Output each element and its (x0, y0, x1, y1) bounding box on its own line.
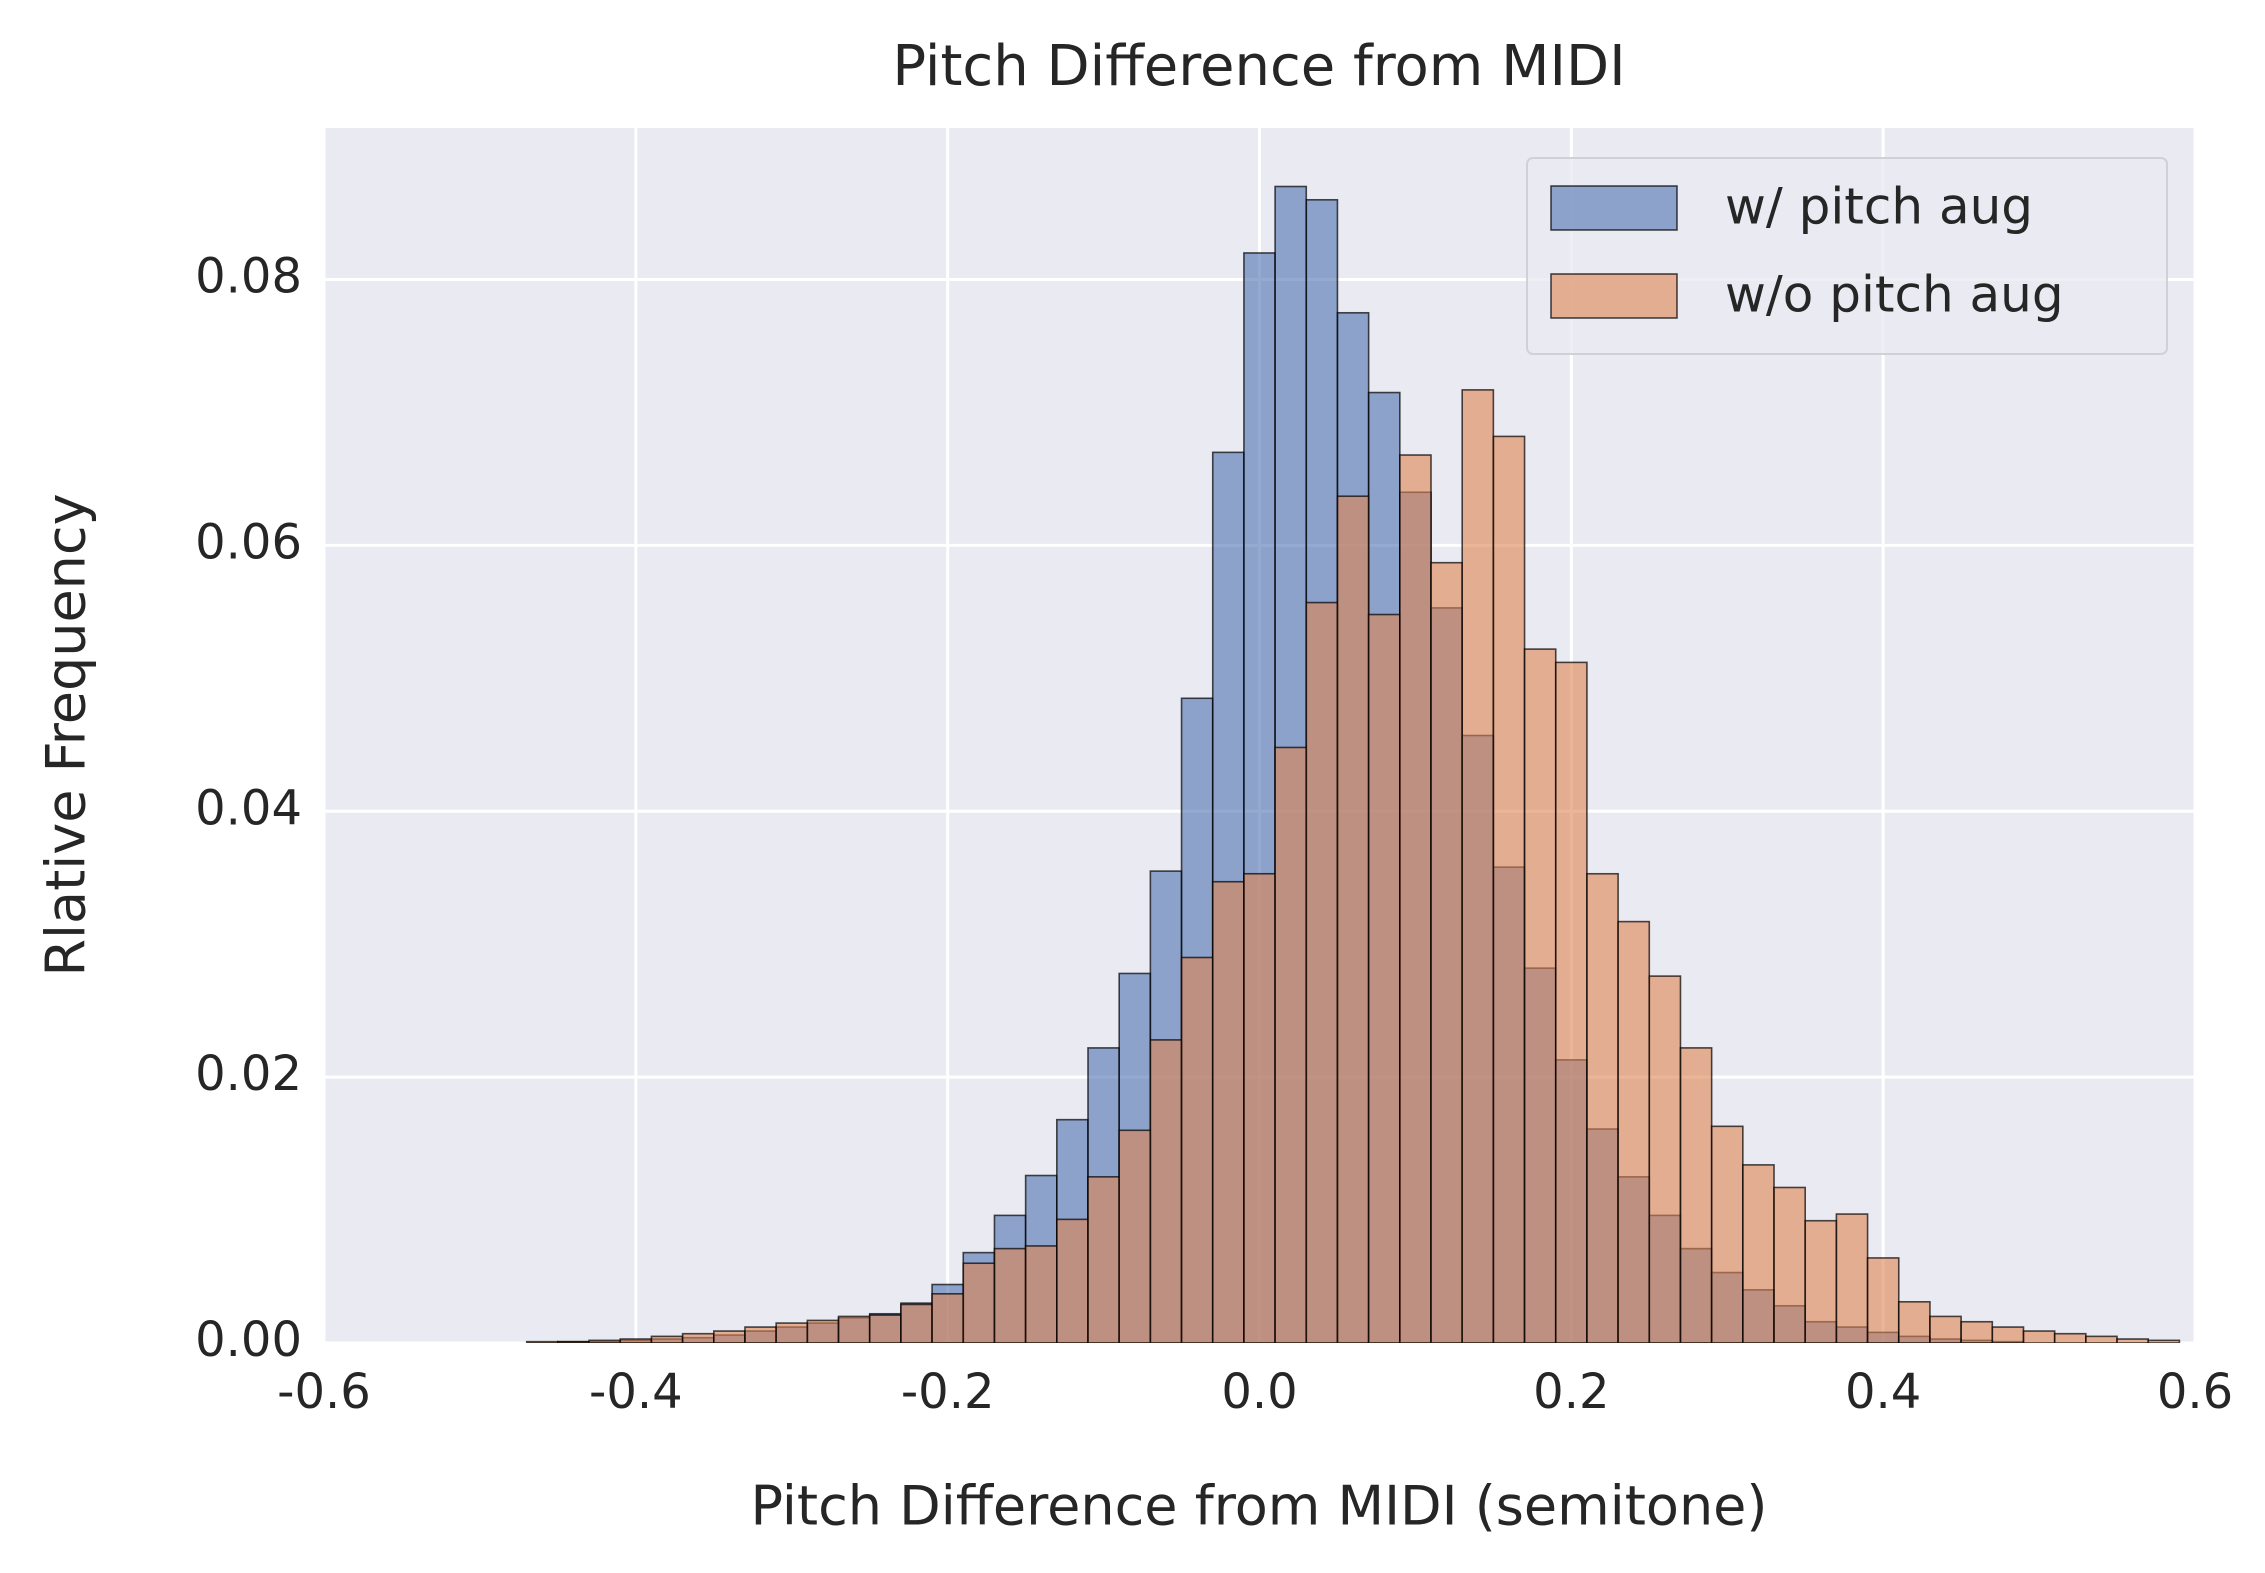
legend-swatch (1550, 185, 1678, 231)
bar (1399, 454, 1432, 1343)
bar (1367, 613, 1401, 1343)
x-tick-label: 0.4 (1845, 1364, 1921, 1420)
bar (962, 1262, 996, 1343)
x-tick-label: -0.6 (277, 1364, 371, 1420)
bar (2022, 1330, 2056, 1343)
bar (2053, 1332, 2087, 1343)
bar (525, 1340, 559, 1343)
y-tick-label: 0.04 (195, 780, 302, 836)
bar (1118, 1129, 1152, 1343)
bar (931, 1293, 965, 1343)
bar (2085, 1335, 2118, 1343)
bar (900, 1303, 933, 1343)
bar (1274, 746, 1308, 1343)
bar (1336, 495, 1370, 1343)
bar (837, 1315, 871, 1343)
bar (712, 1330, 746, 1343)
bar (619, 1338, 653, 1343)
bars (525, 185, 2181, 1343)
bar (868, 1314, 902, 1343)
bar (681, 1332, 715, 1343)
bar (1554, 661, 1588, 1343)
bar (806, 1319, 840, 1343)
bar (1710, 1125, 1744, 1343)
bar (1024, 1245, 1058, 1343)
bar (2147, 1339, 2181, 1343)
bar (1804, 1219, 1838, 1343)
bar (1835, 1213, 1869, 1343)
bar (588, 1339, 622, 1343)
x-tick-label: 0.2 (1533, 1364, 1609, 1420)
y-tick-label: 0.08 (195, 249, 302, 305)
y-tick-label: 0.02 (195, 1046, 302, 1102)
bar (775, 1322, 809, 1343)
legend-label: w/o pitch aug (1725, 266, 2064, 324)
bar (1492, 435, 1526, 1343)
bar (1430, 561, 1463, 1343)
legend-label: w/ pitch aug (1725, 178, 2033, 236)
bar (1929, 1315, 1962, 1343)
bar (1461, 389, 1495, 1343)
bar (1586, 872, 1619, 1343)
y-tick-label: 0.06 (195, 514, 302, 570)
bar (650, 1335, 684, 1343)
bar (744, 1326, 777, 1343)
bar (1087, 1176, 1120, 1343)
bar (1679, 1047, 1713, 1343)
y-tick-label: 0.00 (195, 1312, 302, 1368)
bar (1960, 1320, 1994, 1343)
bar (2116, 1338, 2150, 1343)
bar (1180, 956, 1214, 1343)
bar (1897, 1300, 1931, 1343)
legend-box (1526, 157, 2168, 355)
bar (1149, 1039, 1183, 1343)
bar (1305, 601, 1339, 1343)
bar (1056, 1218, 1089, 1343)
bar (1523, 648, 1557, 1343)
chart-title: Pitch Difference from MIDI (892, 34, 1625, 99)
bar (557, 1340, 590, 1343)
bar (1617, 920, 1651, 1343)
x-tick-label: 0.6 (2157, 1364, 2233, 1420)
bar (1773, 1186, 1807, 1343)
y-axis-label: Rlative Frequency (35, 493, 98, 976)
bar (1742, 1164, 1775, 1343)
legend-swatch (1550, 273, 1678, 319)
bar (1211, 880, 1245, 1343)
bar (1866, 1257, 1900, 1343)
bar (1648, 975, 1682, 1343)
bar (993, 1247, 1027, 1343)
x-tick-label: -0.4 (589, 1364, 683, 1420)
bar (1991, 1326, 2025, 1343)
x-tick-label: -0.2 (901, 1364, 995, 1420)
x-tick-label: 0.0 (1221, 1364, 1297, 1420)
x-axis-label: Pitch Difference from MIDI (semitone) (751, 1475, 1768, 1538)
bar (1243, 872, 1276, 1343)
